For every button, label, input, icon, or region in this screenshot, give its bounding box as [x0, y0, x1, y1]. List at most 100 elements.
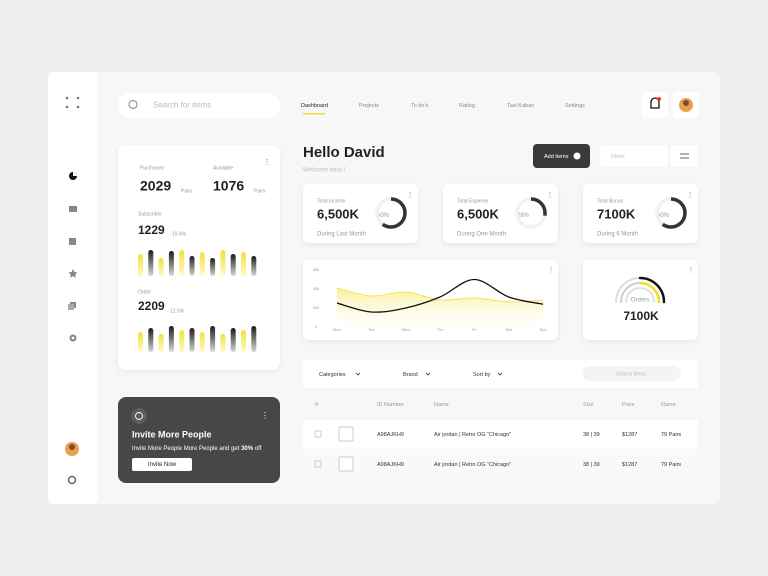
nav-item[interactable]: To do's — [411, 103, 429, 109]
add-icon — [573, 152, 581, 160]
nav-item[interactable]: Rating — [459, 103, 475, 109]
spark-bar — [230, 254, 236, 276]
spark-bar — [220, 334, 226, 352]
spark-bar — [168, 326, 174, 352]
orders-label: Orders — [631, 298, 649, 304]
x-tick-label: Sat — [506, 327, 513, 332]
filters-box[interactable] — [600, 145, 668, 167]
spark-bar — [179, 250, 185, 276]
filter-dropdown[interactable]: Sort by — [473, 372, 491, 378]
stats: ⋮ Total Income 6,500K 60% During Last Month ⋮… — [303, 184, 698, 243]
nav-item[interactable]: Projects — [359, 103, 379, 109]
column-header: Name — [661, 402, 676, 408]
spark-bar — [158, 258, 164, 276]
stat-value: 7100K — [597, 206, 636, 221]
cell: 38 | 39 — [583, 462, 600, 468]
x-tick-label: Fri — [472, 327, 477, 332]
nav-item[interactable]: Tasl Kaban — [507, 103, 534, 109]
nav-item[interactable]: Settings — [565, 103, 585, 109]
line — [336, 287, 544, 303]
chat-glyph — [135, 412, 143, 420]
label: Order — [138, 289, 151, 295]
spark-bar — [251, 256, 257, 276]
more[interactable]: ⋮ — [548, 268, 554, 274]
bell-icon — [650, 97, 660, 109]
spark-bar — [241, 252, 246, 276]
line — [336, 278, 544, 313]
orders-value: 7100K — [623, 309, 659, 323]
stat-period: During Last Month — [317, 232, 366, 238]
checkbox[interactable] — [314, 430, 322, 438]
filter-dropdown[interactable]: Categories — [319, 372, 346, 378]
greeting-sub: Welcome back ! — [303, 168, 346, 174]
search-box[interactable] — [118, 93, 280, 118]
spark-bar — [199, 252, 205, 276]
invite-button[interactable] — [132, 458, 192, 471]
spark-bar — [158, 334, 164, 352]
cell: A98AJKH9 — [377, 432, 404, 438]
more[interactable]: ⋮ — [261, 411, 269, 420]
highlight: 30% — [241, 446, 254, 452]
invite-title: Invite More People — [132, 429, 212, 439]
thumbnail — [338, 456, 354, 472]
chat-icon — [131, 408, 147, 424]
more[interactable]: ⋮ — [264, 160, 270, 166]
x-tick-label: Wed — [402, 327, 410, 332]
change: 19.4% — [172, 231, 187, 237]
x-tick-label: Mon — [333, 327, 341, 332]
orders-gauge — [615, 276, 666, 304]
value: 2209 — [138, 299, 165, 313]
text: Invite More People More People and get — [132, 446, 241, 452]
table-row — [303, 420, 698, 449]
chevron — [425, 372, 431, 376]
nav-active-underline — [303, 113, 325, 115]
checkbox[interactable] — [314, 460, 322, 468]
y-tick-label: 10k — [313, 305, 319, 310]
add-button[interactable] — [533, 144, 590, 168]
spark-bar — [241, 330, 246, 352]
add-button-label: Add items — [544, 154, 569, 160]
chevron — [355, 372, 361, 376]
more[interactable]: ⋮ — [688, 268, 694, 274]
sidebar-icons[interactable] — [65, 172, 79, 485]
spark-bar — [179, 330, 185, 352]
stat-value: 6,500K — [457, 206, 500, 221]
menu-dots[interactable] — [65, 96, 80, 109]
spark-bar — [210, 326, 216, 352]
spark-bar — [189, 256, 195, 276]
filter-settings[interactable] — [671, 145, 698, 167]
stat-pct: 28% — [517, 213, 530, 219]
spark-bar — [220, 250, 226, 276]
nav-item[interactable]: Dashboard — [301, 103, 328, 109]
column-header: ID Number — [377, 402, 404, 408]
table-search[interactable] — [582, 366, 681, 381]
spark-bar — [148, 250, 154, 276]
column-header: Size — [583, 402, 594, 408]
x-tick-label: Tue — [368, 327, 376, 332]
stat-label: Total Expense — [457, 198, 489, 204]
donut-arc — [515, 197, 547, 229]
change: 12.5% — [170, 308, 185, 314]
greeting: Hello David — [303, 144, 385, 161]
notifications[interactable] — [642, 92, 668, 118]
thumbnail — [338, 426, 354, 442]
more[interactable]: ⋮ — [547, 193, 553, 199]
cell: 79 Pairs — [661, 462, 681, 468]
spark-bar — [138, 254, 143, 276]
filters-placeholder: Filters — [611, 154, 625, 160]
stat-value: 6,500K — [317, 206, 360, 221]
stat-label: Total Income — [317, 198, 346, 204]
spark-bar — [251, 326, 257, 352]
filter-dropdown[interactable]: Brand — [403, 372, 418, 378]
invite-button-label: Invite Now — [148, 462, 177, 468]
column-header: # — [315, 402, 319, 408]
spark-bar — [210, 258, 216, 276]
more[interactable]: ⋮ — [687, 193, 693, 199]
cell: $1287 — [622, 432, 637, 438]
cell: Air jordan | Retro OG "Chicago" — [434, 462, 511, 468]
text: off — [253, 446, 262, 452]
nav: Dashboard Projects To do's Rating Tasl Kaban… — [301, 103, 585, 109]
more[interactable]: ⋮ — [407, 193, 413, 199]
